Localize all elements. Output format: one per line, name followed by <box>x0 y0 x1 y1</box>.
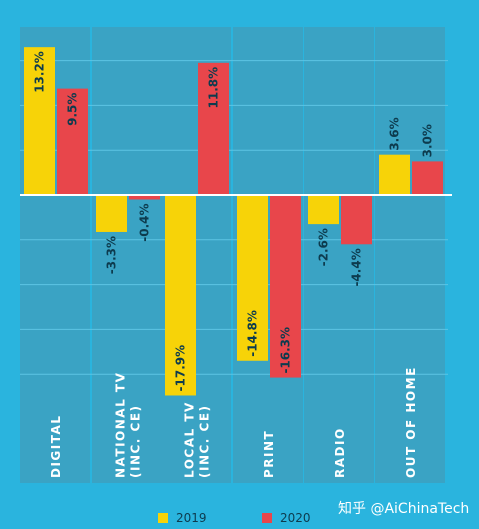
bars <box>24 47 443 396</box>
data-label: 13.2% <box>33 51 47 93</box>
bar-2020-1 <box>129 195 160 200</box>
category-label: (INC. CE) <box>129 404 143 478</box>
data-label: 11.8% <box>207 67 221 109</box>
bar-2020-2 <box>198 62 229 196</box>
column-band-4 <box>304 27 374 483</box>
data-label: -4.4% <box>350 248 364 286</box>
category-label: (INC. CE) <box>198 404 212 478</box>
bar-2019-4 <box>308 195 339 225</box>
bar-2019-2 <box>165 195 196 396</box>
bar-2020-5 <box>412 161 443 195</box>
bar-2019-3 <box>237 195 268 361</box>
data-label: 3.6% <box>388 117 402 150</box>
category-labels: DIGITAL NATIONAL TV (INC. CE) LOCAL TV (INC.… <box>49 366 418 478</box>
category-label: NATIONAL TV <box>114 372 128 478</box>
bar-2020-0 <box>57 88 88 195</box>
bar-2020-3 <box>270 195 301 378</box>
data-label: -2.6% <box>317 228 331 266</box>
category-label: RADIO <box>333 427 347 478</box>
column-band-5 <box>375 27 445 483</box>
data-label: -16.3% <box>279 327 293 374</box>
category-label: LOCAL TV <box>183 401 197 478</box>
legend-label-2019: 2019 <box>176 511 207 525</box>
legend-swatch-2020 <box>262 513 272 523</box>
data-label: 3.0% <box>421 124 435 157</box>
bar-2019-1 <box>96 195 127 232</box>
legend-label-2020: 2020 <box>280 511 311 525</box>
column-bands <box>20 27 445 483</box>
column-band-1 <box>92 27 162 483</box>
data-label: 9.5% <box>66 93 80 126</box>
category-label: DIGITAL <box>49 415 63 478</box>
data-label: -0.4% <box>138 203 152 241</box>
legend-swatch-2019 <box>158 513 168 523</box>
data-labels: 13.2% -3.3% -17.9% -14.8% -2.6% 3.6% 9.5% -0.4%… <box>33 51 435 391</box>
grid-lines <box>20 60 448 375</box>
bar-2020-4 <box>341 195 372 245</box>
legend-2019: 2019 <box>158 511 207 525</box>
watermark: 知乎 @AiChinaTech <box>338 501 470 517</box>
data-label: -3.3% <box>105 236 119 274</box>
data-label: -14.8% <box>246 310 260 357</box>
category-label: OUT OF HOME <box>404 366 418 478</box>
legend-2020: 2020 <box>262 511 311 525</box>
category-label: PRINT <box>262 430 276 478</box>
data-label: -17.9% <box>174 345 188 392</box>
bar-2019-0 <box>24 47 55 195</box>
bar-2019-5 <box>379 154 410 195</box>
